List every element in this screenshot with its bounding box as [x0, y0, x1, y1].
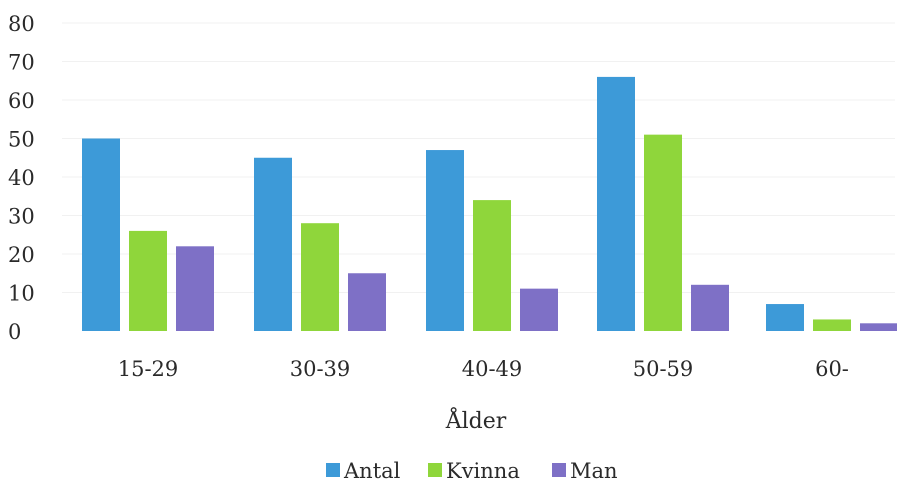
y-tick-label: 20 — [8, 243, 35, 267]
y-tick-label: 10 — [8, 282, 35, 306]
bar-kvinna-30-39 — [301, 223, 339, 331]
legend-label-antal: Antal — [343, 459, 401, 483]
y-tick-label: 0 — [8, 320, 21, 344]
x-axis-title: Ålder — [445, 406, 507, 434]
bar-antal-60- — [766, 304, 804, 331]
x-tick-label: 15-29 — [118, 357, 179, 381]
bar-antal-50-59 — [597, 76, 635, 332]
y-tick-label: 50 — [8, 128, 35, 152]
bar-man-50-59 — [691, 284, 729, 331]
bar-antal-30-39 — [254, 157, 292, 331]
bar-man-40-49 — [520, 288, 558, 331]
legend-swatch-kvinna — [428, 463, 442, 477]
bar-kvinna-40-49 — [473, 200, 511, 331]
x-tick-label: 30-39 — [290, 357, 351, 381]
y-tick-label: 80 — [8, 12, 35, 36]
y-tick-label: 60 — [8, 89, 35, 113]
legend-swatch-antal — [326, 463, 340, 477]
legend-label-man: Man — [570, 459, 618, 483]
y-tick-label: 30 — [8, 205, 35, 229]
legend-label-kvinna: Kvinna — [446, 459, 520, 483]
bar-kvinna-60- — [813, 319, 851, 331]
legend-swatch-man — [552, 463, 566, 477]
bars — [82, 76, 897, 332]
bar-antal-15-29 — [82, 138, 120, 331]
x-axis-ticks: 15-29 30-39 40-49 50-59 60- — [118, 357, 849, 381]
y-axis-ticks: 0 10 20 30 40 50 60 70 80 — [8, 12, 35, 344]
y-tick-label: 70 — [8, 51, 35, 75]
bar-kvinna-50-59 — [644, 134, 682, 331]
legend: Antal Kvinna Man — [326, 459, 618, 483]
bar-man-30-39 — [348, 273, 386, 331]
x-tick-label: 50-59 — [633, 357, 694, 381]
x-tick-label: 60- — [815, 357, 849, 381]
bar-kvinna-15-29 — [129, 230, 167, 331]
bar-man-60- — [860, 323, 897, 331]
y-tick-label: 40 — [8, 166, 35, 190]
bar-antal-40-49 — [426, 150, 464, 331]
x-tick-label: 40-49 — [462, 357, 523, 381]
bar-man-15-29 — [176, 246, 214, 331]
